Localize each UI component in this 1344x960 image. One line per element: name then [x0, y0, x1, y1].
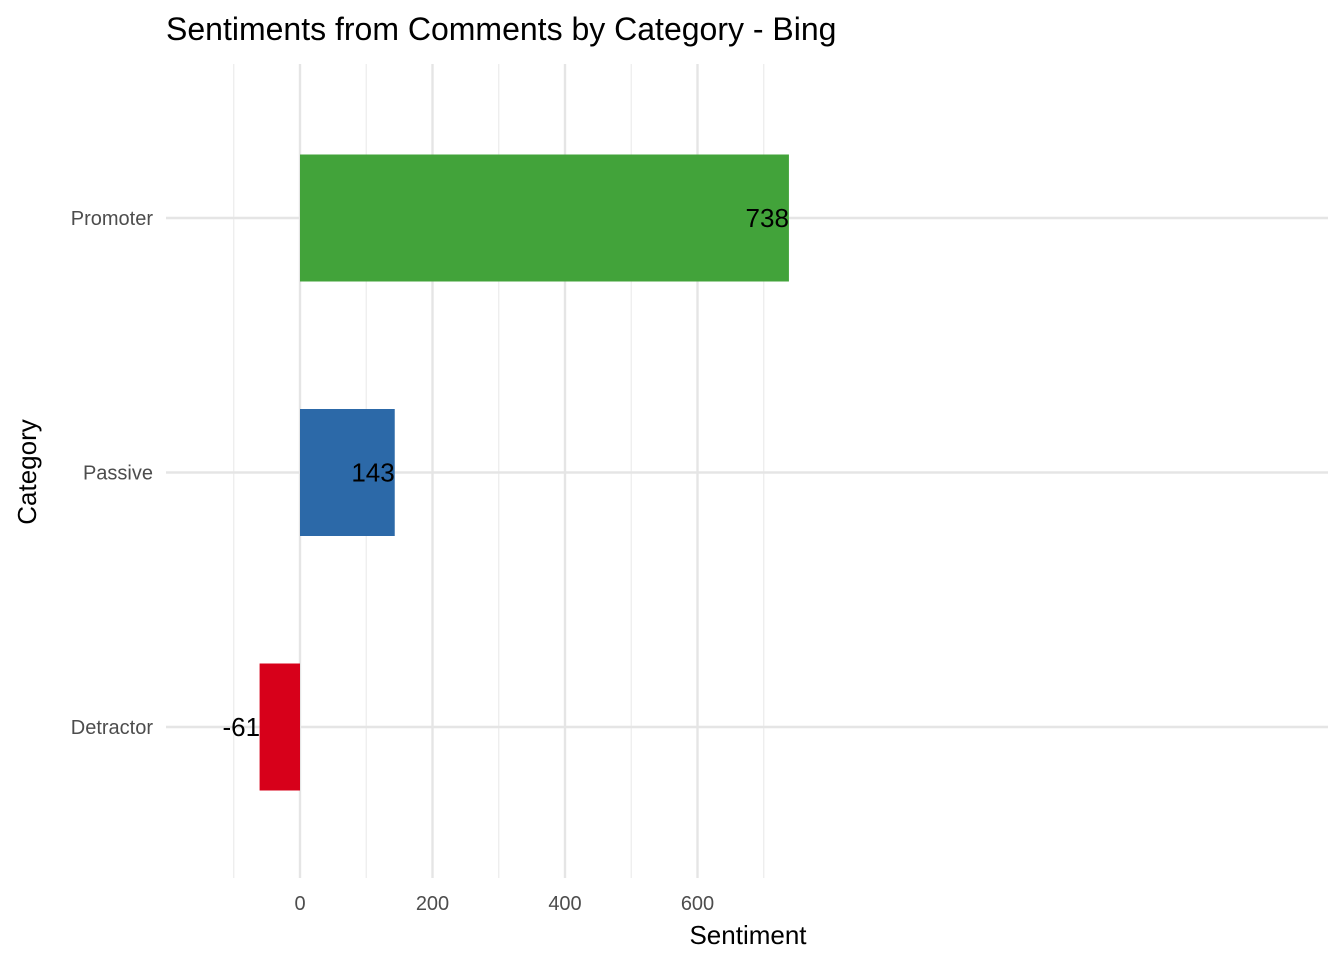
x-tick-label: 0	[294, 893, 305, 915]
chart-title: Sentiments from Comments by Category - B…	[166, 11, 836, 47]
bar-passive	[300, 409, 395, 536]
y-tick-label-detractor: Detractor	[71, 717, 154, 739]
y-tick-label-passive: Passive	[83, 463, 153, 485]
bars	[259, 154, 789, 791]
bar-detractor	[259, 663, 300, 791]
x-tick-label: 200	[416, 893, 449, 915]
y-axis-tick-labels: Detractor Passive Promoter	[71, 208, 154, 739]
data-label-promoter: 738	[746, 203, 789, 233]
x-tick-label: 400	[548, 893, 581, 915]
bar-promoter	[300, 154, 789, 282]
data-label-passive: 143	[351, 458, 394, 488]
x-axis-title: Sentiment	[689, 920, 807, 950]
x-axis-tick-labels: 0 200 400 600	[294, 893, 714, 915]
y-tick-label-promoter: Promoter	[71, 208, 154, 230]
y-axis-title: Category	[12, 419, 42, 525]
data-label-detractor: -61	[223, 712, 261, 742]
x-tick-label: 600	[681, 893, 714, 915]
data-labels: -61 143 738	[223, 203, 789, 742]
